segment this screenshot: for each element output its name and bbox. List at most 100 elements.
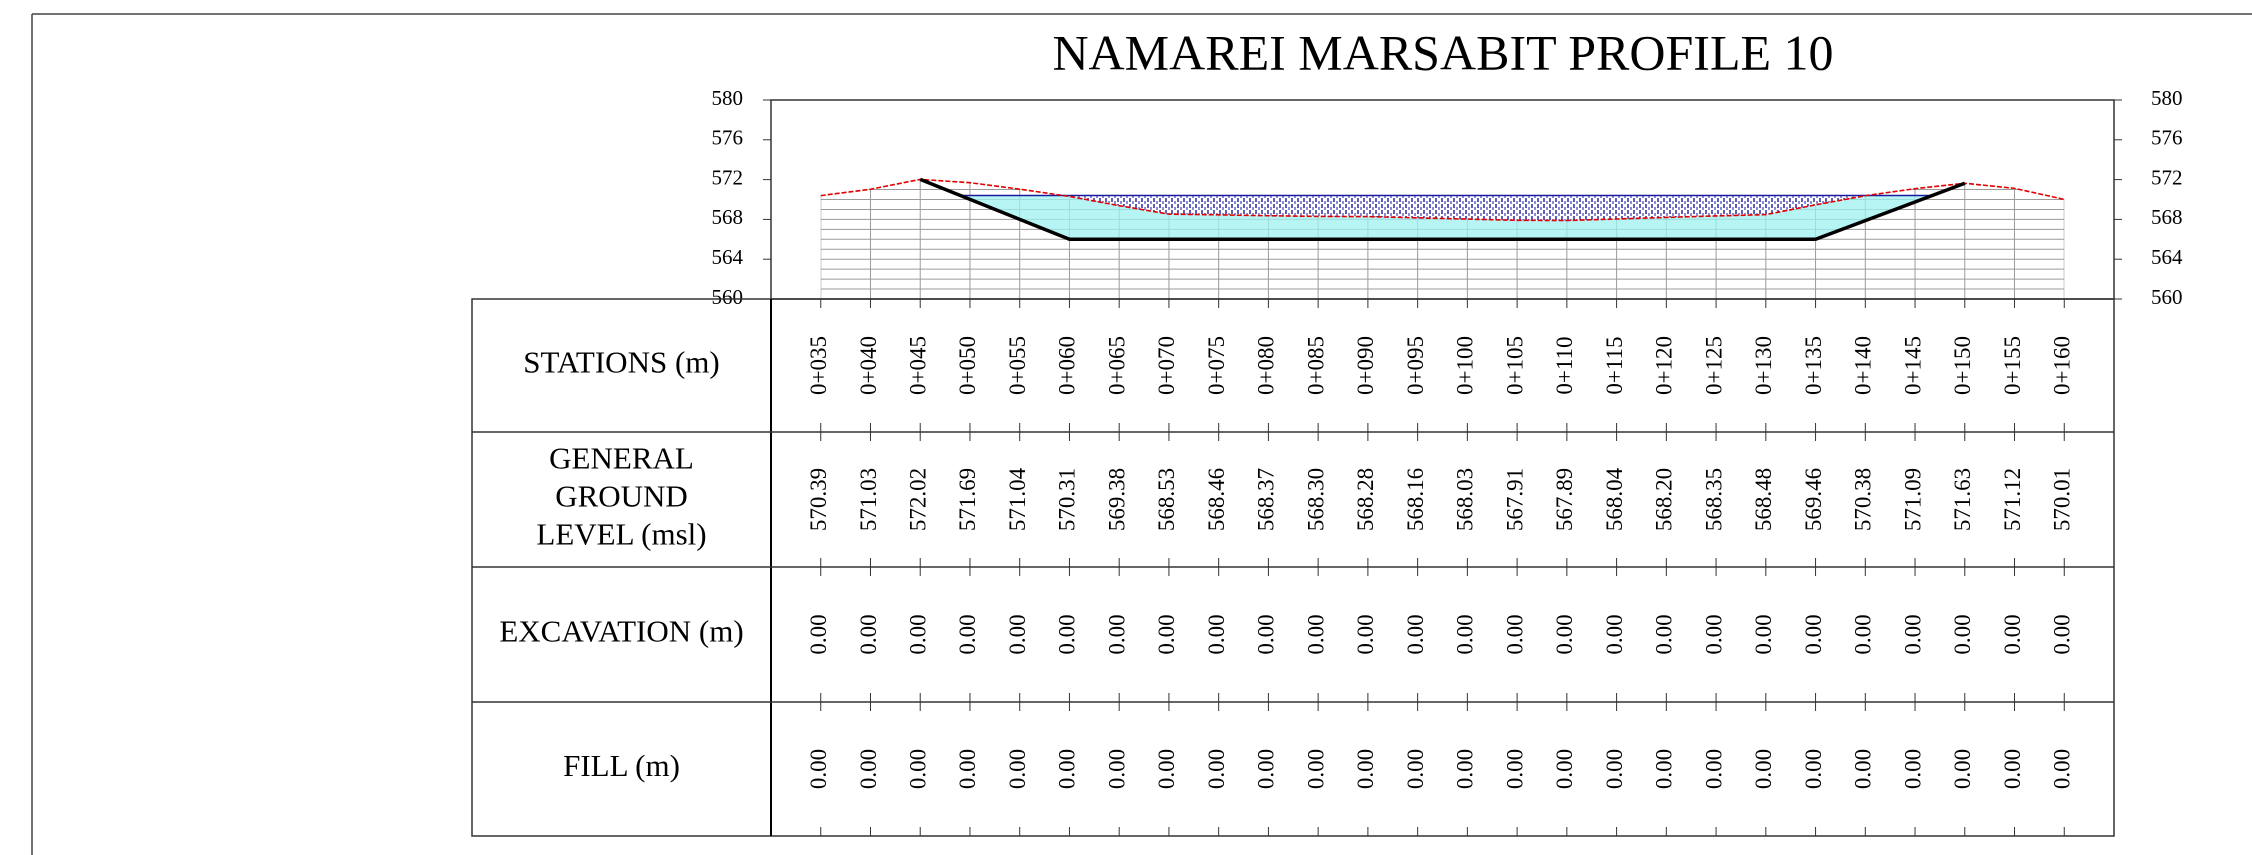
cell-value: 0.00 [856,614,881,654]
cell-value: 0.00 [906,614,931,654]
row-label: EXCAVATION (m) [499,614,743,649]
cell-value: 0.00 [955,749,980,789]
cell-value: 570.38 [1851,468,1876,531]
cell-value: 0.00 [2000,749,2025,789]
cell-value: 0+085 [1303,336,1328,395]
cell-value: 0.00 [1353,749,1378,789]
cell-value: 0.00 [856,749,881,789]
cell-value: 0+110 [1552,336,1577,394]
cell-value: 0+095 [1403,336,1428,395]
cell-value: 571.69 [955,468,980,531]
cell-value: 571.03 [856,468,881,531]
cell-value: 0.00 [1055,749,1080,789]
cell-value: 0.00 [1104,749,1129,789]
cell-value: 0.00 [1801,749,1826,789]
cell-value: 568.35 [1701,468,1726,531]
cell-value: 0.00 [1900,614,1925,654]
cell-value: 570.01 [2050,468,2075,531]
cell-value: 571.12 [2000,468,2025,531]
cell-value: 0.00 [955,614,980,654]
cell-value: 0+160 [2050,336,2075,395]
cell-value: 0.00 [1502,614,1527,654]
row-label: GENERAL [549,441,694,476]
cell-value: 0+065 [1104,336,1129,395]
cell-value: 0+125 [1701,336,1726,395]
cell-value: 0+150 [1950,336,1975,395]
cell-value: 0.00 [1453,749,1478,789]
cell-value: 0+115 [1602,336,1627,394]
cell-value: 571.04 [1005,467,1030,531]
cell-value: 0.00 [1602,614,1627,654]
cell-value: 570.39 [806,468,831,531]
row-label: LEVEL (msl) [536,517,706,552]
cell-value: 0.00 [1950,614,1975,654]
cell-value: 0.00 [1701,614,1726,654]
y-tick-label: 572 [712,165,744,189]
chart-title: NAMAREI MARSABIT PROFILE 10 [1052,24,1833,80]
cell-value: 0.00 [1453,614,1478,654]
cell-value: 568.53 [1154,468,1179,531]
cell-value: 569.46 [1801,468,1826,531]
cell-value: 0+090 [1353,336,1378,395]
y-tick-label: 576 [712,126,744,150]
cell-value: 0+080 [1254,336,1279,395]
design-line [919,177,1966,242]
y-tick-label: 560 [712,285,744,309]
cell-value: 0+050 [955,336,980,395]
cell-value: 0.00 [2050,749,2075,789]
cell-value: 568.28 [1353,468,1378,531]
cell-value: 569.38 [1104,468,1129,531]
cell-value: 568.03 [1453,468,1478,531]
cell-value: 0.00 [1652,614,1677,654]
cell-value: 568.20 [1652,468,1677,531]
row-label: FILL (m) [563,748,680,783]
cell-value: 0.00 [1701,749,1726,789]
cell-value: 0.00 [1403,749,1428,789]
cell-value: 0.00 [1502,749,1527,789]
row-label: STATIONS (m) [523,345,719,380]
y-tick-label: 568 [2151,205,2183,229]
cell-value: 0.00 [1751,749,1776,789]
cell-value: 0+055 [1005,336,1030,395]
cell-value: 0.00 [1950,749,1975,789]
cell-value: 0.00 [1303,614,1328,654]
row-label: GROUND [555,479,688,514]
cell-value: 0+140 [1851,336,1876,395]
cell-value: 0.00 [1851,749,1876,789]
cell-value: 571.09 [1900,468,1925,531]
fill-area [920,195,1965,240]
fill-area [920,195,1965,240]
y-tick-label: 576 [2151,126,2183,150]
y-tick-label: 564 [2151,245,2183,269]
cell-value: 0+100 [1453,336,1478,395]
cell-value: 0.00 [1851,614,1876,654]
cell-value: 0.00 [806,749,831,789]
cell-value: 567.91 [1502,468,1527,531]
cell-value: 0.00 [1353,614,1378,654]
y-tick-label: 580 [712,86,744,110]
cell-value: 0.00 [1751,614,1776,654]
cell-value: 0+070 [1154,336,1179,395]
cell-value: 570.31 [1055,468,1080,531]
cell-value: 0.00 [1154,614,1179,654]
cell-value: 568.30 [1303,468,1328,531]
cell-value: 0.00 [1254,614,1279,654]
y-tick-label: 568 [712,205,744,229]
cell-value: 0.00 [1055,614,1080,654]
cell-value: 0+135 [1801,336,1826,395]
cell-value: 572.02 [906,468,931,531]
cell-value: 0.00 [1403,614,1428,654]
y-tick-label: 560 [2151,285,2183,309]
y-tick-label: 580 [2151,86,2183,110]
y-tick-label: 572 [2151,165,2183,189]
cell-value: 568.37 [1254,468,1279,531]
cell-value: 0.00 [1652,749,1677,789]
cell-value: 0.00 [806,614,831,654]
cell-value: 0+045 [906,336,931,395]
cell-value: 0.00 [1204,614,1229,654]
y-tick-label: 564 [712,245,744,269]
cell-value: 0.00 [1552,614,1577,654]
cell-value: 0+130 [1751,336,1776,395]
cell-value: 0.00 [1602,749,1627,789]
cell-value: 0.00 [1204,749,1229,789]
